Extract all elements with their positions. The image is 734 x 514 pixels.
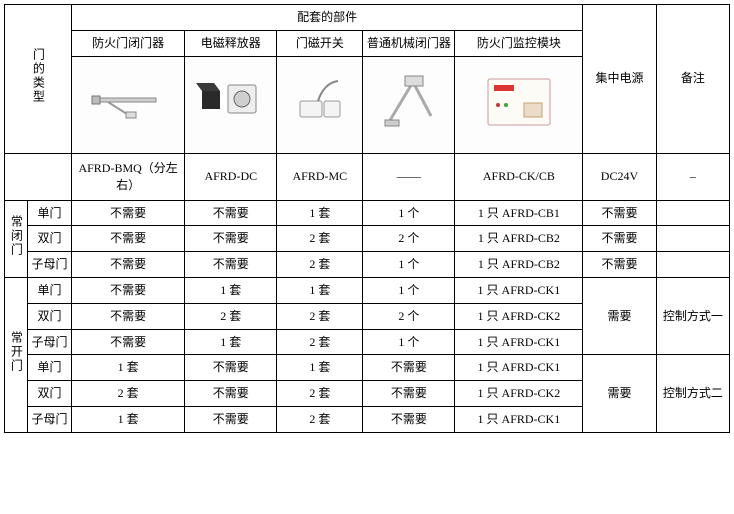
col-closer: 防火门闭门器 bbox=[72, 30, 185, 56]
model-row: AFRD-BMQ（分左右） AFRD-DC AFRD-MC —— AFRD-CK… bbox=[5, 153, 730, 200]
model-power: DC24V bbox=[583, 153, 656, 200]
group-no: 常开门 bbox=[5, 277, 28, 432]
model-mech: —— bbox=[363, 153, 455, 200]
group-nc: 常闭门 bbox=[5, 200, 28, 277]
row-nc-double: 双门 不需要 不需要 2 套 2 个 1 只 AFRD-CB2 不需要 bbox=[5, 226, 730, 252]
header-remark: 备注 bbox=[656, 5, 729, 154]
row-noB-single: 单门 1 套 不需要 1 套 不需要 1 只 AFRD-CK1 需要 控制方式二 bbox=[5, 355, 730, 381]
row-noA-single: 常开门 单门 不需要 1 套 1 套 1 个 1 只 AFRD-CK1 需要 控… bbox=[5, 277, 730, 303]
header-power: 集中电源 bbox=[583, 5, 656, 154]
row-nc-single: 常闭门 单门 不需要 不需要 1 套 1 个 1 只 AFRD-CB1 不需要 bbox=[5, 200, 730, 226]
header-door-type: 门的类型 bbox=[5, 5, 72, 154]
model-remark: – bbox=[656, 153, 729, 200]
noA-power: 需要 bbox=[583, 277, 656, 354]
col-mech: 普通机械闭门器 bbox=[363, 30, 455, 56]
img-switch bbox=[277, 56, 363, 153]
row-nc-mother: 子母门 不需要 不需要 2 套 1 个 1 只 AFRD-CB2 不需要 bbox=[5, 252, 730, 278]
remark-mode2: 控制方式二 bbox=[656, 355, 729, 432]
fire-door-components-table: 门的类型 配套的部件 集中电源 备注 防火门闭门器 电磁释放器 门磁开关 普通机… bbox=[4, 4, 730, 433]
header-components: 配套的部件 bbox=[72, 5, 583, 31]
noB-power: 需要 bbox=[583, 355, 656, 432]
model-monitor: AFRD-CK/CB bbox=[455, 153, 583, 200]
col-switch: 门磁开关 bbox=[277, 30, 363, 56]
img-mech bbox=[363, 56, 455, 153]
model-switch: AFRD-MC bbox=[277, 153, 363, 200]
img-monitor bbox=[455, 56, 583, 153]
col-magnet: 电磁释放器 bbox=[185, 30, 277, 56]
img-magnet bbox=[185, 56, 277, 153]
model-magnet: AFRD-DC bbox=[185, 153, 277, 200]
img-closer bbox=[72, 56, 185, 153]
model-closer: AFRD-BMQ（分左右） bbox=[72, 153, 185, 200]
col-monitor: 防火门监控模块 bbox=[455, 30, 583, 56]
remark-mode1: 控制方式一 bbox=[656, 277, 729, 354]
